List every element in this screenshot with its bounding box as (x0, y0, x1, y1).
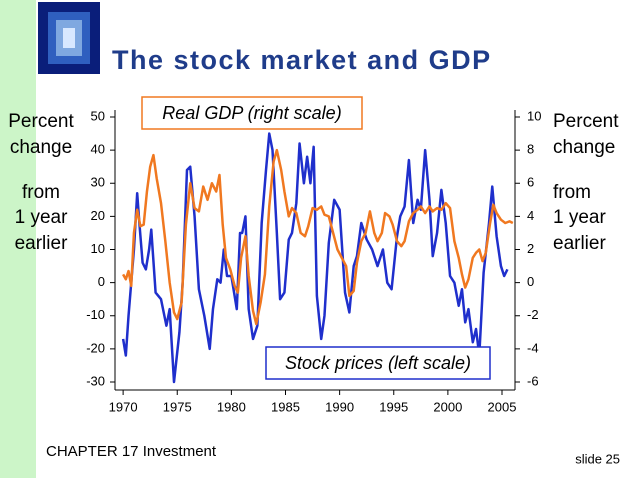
y-tick-label: 0 (98, 274, 105, 289)
annotation: Real GDP (right scale) (162, 103, 341, 123)
y2-tick-label: 6 (527, 175, 534, 190)
y2-axis-label: from (553, 182, 591, 203)
y-tick-label: 40 (91, 142, 105, 157)
y-tick-label: 10 (91, 241, 105, 256)
x-tick-label: 1985 (271, 399, 300, 414)
slide-number: slide 25 (575, 451, 620, 466)
y2-tick-label: 2 (527, 241, 534, 256)
y2-axis-label: 1 year (553, 207, 606, 228)
y-tick-label: -10 (86, 307, 105, 322)
y2-axis-label: change (553, 137, 615, 158)
y2-tick-label: -6 (527, 373, 539, 388)
x-tick-label: 1970 (109, 399, 138, 414)
y2-tick-label: 4 (527, 208, 534, 223)
y2-tick-label: 8 (527, 142, 534, 157)
y2-axis-label: Percent (553, 111, 619, 132)
x-tick-label: 1980 (217, 399, 246, 414)
x-tick-label: 1975 (163, 399, 192, 414)
y-tick-label: -30 (86, 373, 105, 388)
y-tick-label: 50 (91, 108, 105, 123)
x-tick-label: 1990 (325, 399, 354, 414)
x-tick-label: 1995 (379, 399, 408, 414)
y-axis-label: from (22, 182, 60, 203)
y2-tick-label: 10 (527, 108, 541, 123)
annotation-box (141, 96, 363, 130)
y-tick-label: 30 (91, 175, 105, 190)
y-axis-label: change (10, 137, 72, 158)
y-axis-label: Percent (8, 111, 74, 132)
y2-tick-label: -2 (527, 307, 539, 322)
y-tick-label: -20 (86, 340, 105, 355)
y-axis-label: earlier (15, 233, 68, 254)
y-axis-label: 1 year (15, 207, 68, 228)
chapter-label: CHAPTER 17 Investment (46, 443, 217, 460)
side-strip (0, 0, 36, 478)
annotation-box (265, 346, 491, 380)
x-tick-label: 2000 (433, 399, 462, 414)
annotation: Stock prices (left scale) (285, 353, 471, 373)
x-tick-label: 2005 (488, 399, 517, 414)
y2-axis-label: earlier (553, 233, 606, 254)
y2-tick-label: 0 (527, 274, 534, 289)
y2-tick-label: -4 (527, 340, 539, 355)
y-tick-label: 20 (91, 208, 105, 223)
chart-title: The stock market and GDP (112, 45, 492, 75)
logo-image (38, 2, 100, 74)
series-line (122, 148, 514, 326)
